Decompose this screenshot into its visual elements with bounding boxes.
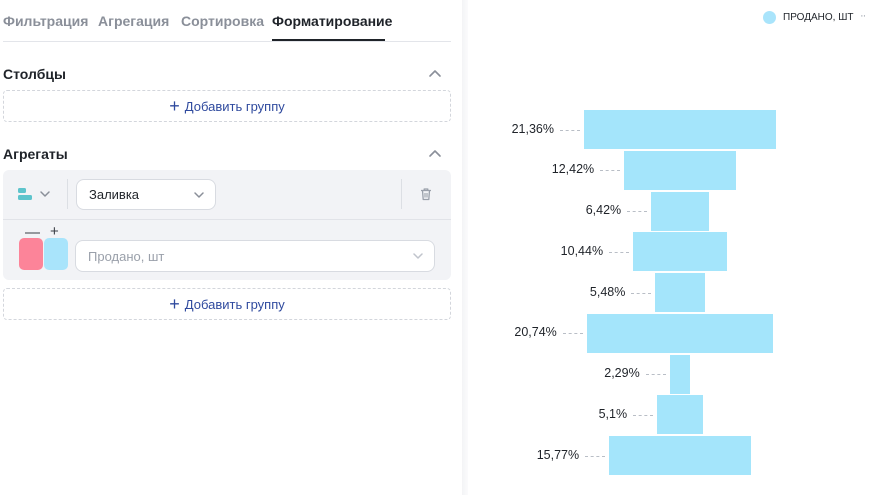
funnel-bar-label: 12,42% [551,162,595,177]
separator [67,179,68,209]
funnel-bar-label: 2,29% [604,366,640,380]
label-leader-line [631,292,652,294]
tab-bar: Фильтрация Агрегация Сортировка Форматир… [3,0,451,42]
funnel-bar[interactable] [584,110,776,149]
funnel-bar-label: 5,48% [589,284,626,299]
label-leader-line [585,455,606,457]
label-leader-line [609,251,630,253]
funnel-bar[interactable] [655,273,705,312]
more-icon[interactable]: ·· [860,10,866,22]
color-swatch-min[interactable] [19,238,43,270]
row-divider [3,219,451,220]
funnel-bar[interactable] [624,150,736,190]
trash-icon[interactable] [418,186,434,202]
chevron-down-icon [40,191,50,197]
bar-type-icon [18,188,32,200]
tab-formatting[interactable]: Форматирование [272,13,393,29]
funnel-bar[interactable] [633,232,727,272]
chevron-down-icon [413,253,423,259]
chevron-up-icon[interactable] [427,66,443,82]
aggregates-section-title: Агрегаты [3,146,68,162]
aggregate-rule-card: Заливка — + Продано, шт [3,170,451,280]
funnel-bar-label: 20,74% [514,325,557,340]
plus-icon: + [169,294,180,314]
add-group-label: Добавить группу [184,296,285,312]
funnel-bar[interactable] [651,191,709,231]
funnel-bar-label: 21,36% [511,121,554,136]
funnel-bar-label: 5,1% [598,406,628,421]
panel-divider [462,0,468,495]
chevron-up-icon[interactable] [427,146,443,162]
label-leader-line [560,129,580,131]
fill-mode-select[interactable]: Заливка [76,179,216,210]
funnel-bar[interactable] [657,395,703,435]
format-type-dropdown[interactable] [17,181,61,207]
separator [401,179,402,209]
label-leader-line [633,414,654,416]
label-leader-line [645,374,666,375]
active-tab-indicator [272,39,385,41]
label-leader-line [562,333,583,335]
funnel-bar-label: 6,42% [585,203,622,217]
measure-placeholder: Продано, шт [88,248,165,264]
tab-sorting[interactable]: Сортировка [181,13,264,29]
fill-mode-value: Заливка [89,187,140,202]
columns-section-title: Столбцы [3,66,66,82]
funnel-bar[interactable] [669,354,691,394]
funnel-bar[interactable] [586,313,774,353]
tab-aggregation[interactable]: Агрегация [98,13,170,29]
settings-panel: Фильтрация Агрегация Сортировка Форматир… [3,0,451,320]
legend-label: ПРОДАНО, ШТ [783,12,854,23]
funnel-bar-label: 10,44% [560,243,604,258]
funnel-bar-label: 15,77% [536,447,580,462]
add-color-button[interactable]: + [50,223,59,240]
plus-icon: + [169,96,180,116]
color-swatch-max[interactable] [44,238,68,270]
measure-select[interactable]: Продано, шт [75,240,435,272]
funnel-bar[interactable] [609,436,751,475]
chart-legend[interactable]: ПРОДАНО, ШТ [763,11,853,24]
legend-color-dot [763,11,776,24]
remove-color-button[interactable]: — [25,224,40,241]
tab-filtering[interactable]: Фильтрация [3,13,89,29]
funnel-chart: ПРОДАНО, ШТ ·· 21,36% 12,42% 6,42% 10,44% 5,… [468,0,873,495]
aggregates-add-group-button[interactable]: + Добавить группу [3,288,451,320]
columns-add-group-button[interactable]: + Добавить группу [3,90,451,122]
label-leader-line [627,211,648,212]
chevron-down-icon [194,191,204,198]
label-leader-line [600,170,621,172]
add-group-label: Добавить группу [184,98,285,114]
